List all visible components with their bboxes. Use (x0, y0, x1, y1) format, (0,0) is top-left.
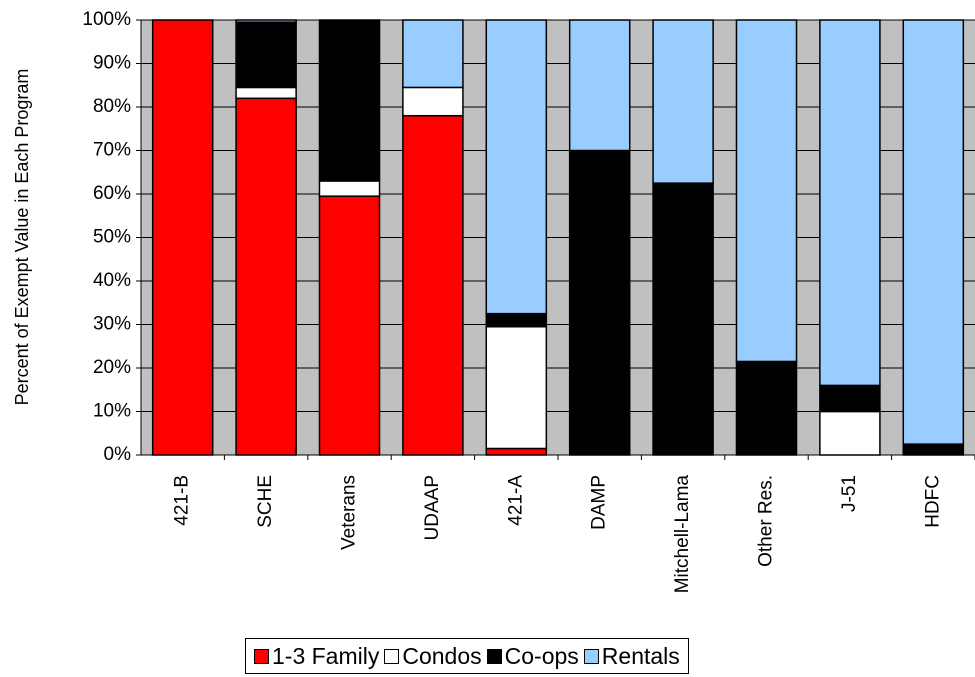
bar-segment-1-3-family (402, 114, 464, 456)
bar-segment-co-ops (902, 443, 965, 456)
x-tick-label: Other Res. (756, 475, 777, 567)
bar-segment-condos (402, 86, 464, 117)
y-tick-label: 60% (93, 183, 131, 204)
x-tick-label: SCHE (255, 475, 276, 528)
y-ticks: 0% 10% 20% 30% 40% 50% 60% 70% 80% 90% 100% (82, 9, 141, 465)
bar-segment-co-ops (235, 21, 297, 89)
legend: 1-3 Family Condos Co-ops Rentals (245, 638, 689, 674)
bars (151, 19, 965, 456)
legend-label: Co-ops (504, 642, 579, 669)
bar-segment-co-ops (485, 312, 548, 328)
x-tick-labels: 421-B SCHE Veterans UDAAP 421-A DAMP Mitchell-… (172, 455, 975, 593)
x-tick-label: DAMP (589, 475, 610, 530)
bar-segment-co-ops (819, 384, 881, 413)
legend-item-rentals: Rentals (583, 642, 680, 670)
legend-swatch (583, 648, 599, 664)
y-axis-label: Percent of Exempt Value in Each Program (12, 69, 32, 406)
bar-segment-rentals (819, 19, 881, 387)
y-tick-label: 70% (93, 140, 131, 161)
x-tick-label: Veterans (339, 475, 360, 550)
legend-swatch (384, 648, 400, 664)
bar-segment-rentals (902, 19, 965, 445)
x-tick-label: 421-B (172, 475, 193, 526)
y-tick-label: 40% (93, 270, 131, 291)
bar-segment-1-3-family (235, 97, 297, 456)
bar-segment-rentals (735, 19, 798, 363)
bar-segment-co-ops (735, 360, 798, 456)
y-tick-label: 90% (93, 53, 131, 74)
bar-segment-rentals (652, 19, 714, 184)
y-tick-label: 30% (93, 314, 131, 335)
bar-segment-rentals (402, 19, 464, 89)
y-tick-label: 0% (104, 444, 132, 465)
bar-segment-condos (819, 410, 881, 456)
bar-segment-co-ops (318, 19, 381, 182)
bar-segment-rentals (568, 19, 631, 152)
bar-segment-co-ops (568, 149, 631, 456)
bar-segment-1-3-family (151, 19, 214, 456)
bar-segment-1-3-family (318, 195, 381, 456)
y-tick-label: 10% (93, 401, 131, 422)
y-tick-label: 20% (93, 357, 131, 378)
x-tick-label: UDAAP (422, 475, 443, 540)
x-tick-label: Mitchell-Lama (672, 475, 693, 594)
y-tick-label: 100% (82, 9, 131, 30)
x-tick-label: 421-A (505, 475, 526, 526)
bar-segment-condos (235, 86, 297, 100)
x-tick-label: HDFC (922, 475, 943, 528)
bar-segment-1-3-family (485, 447, 548, 456)
legend-item-condos: Condos (384, 642, 482, 670)
bar-segment-co-ops (652, 182, 714, 456)
legend-swatch (486, 648, 502, 664)
legend-item-1-3-family: 1-3 Family (254, 643, 379, 670)
y-tick-label: 80% (93, 96, 131, 117)
bar-segment-condos (318, 180, 381, 197)
y-tick-label: 50% (93, 227, 131, 248)
legend-swatch (254, 648, 269, 664)
legend-label: Condos (402, 642, 482, 669)
bar-segment-rentals (235, 19, 297, 23)
legend-label: Rentals (601, 642, 680, 669)
x-tick-label: J-51 (839, 475, 860, 512)
bar-segment-condos (485, 325, 548, 450)
bar-segment-rentals (485, 19, 548, 315)
legend-item-co-ops: Co-ops (486, 642, 579, 670)
legend-label: 1-3 Family (272, 642, 380, 669)
